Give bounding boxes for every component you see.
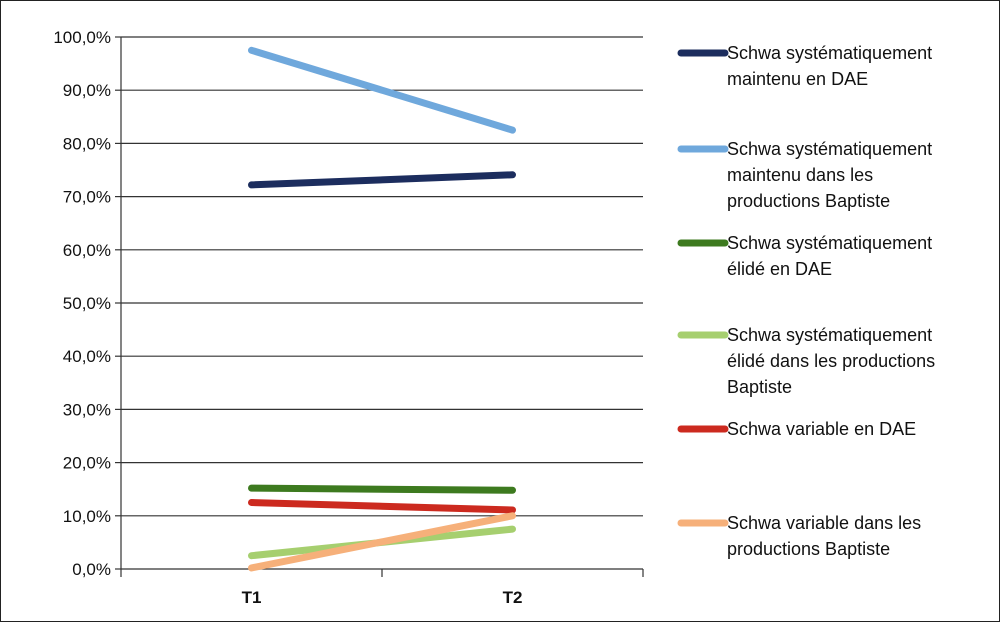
legend-item-3: Schwa systématiquement élidé en DAE (677, 233, 932, 279)
series-line-5 (248, 499, 516, 514)
series-lines (248, 46, 516, 572)
y-tick-label: 80,0% (63, 134, 111, 153)
y-tick-label: 90,0% (63, 81, 111, 100)
y-tick-label: 10,0% (63, 507, 111, 526)
legend-item-2: Schwa systématiquement maintenu dans les p… (677, 139, 932, 211)
legend-label: Schwa systématiquement maintenu en DAE (727, 43, 932, 89)
legend-item-5: Schwa variable en DAE (677, 419, 916, 439)
y-tick-label: 60,0% (63, 241, 111, 260)
y-tick-label: 50,0% (63, 294, 111, 313)
legend-label: Schwa systématiquement maintenu dans les p… (727, 139, 932, 211)
y-tick-label: 20,0% (63, 454, 111, 473)
grid (121, 36, 643, 570)
y-tick-label: 40,0% (63, 347, 111, 366)
legend-label: Schwa systématiquement élidé en DAE (727, 233, 932, 279)
series-line-3 (248, 484, 516, 494)
x-tick-label: T1 (242, 588, 262, 607)
y-tick-label: 100,0% (53, 28, 111, 47)
y-tick-label: 30,0% (63, 400, 111, 419)
legend-label: Schwa variable dans les productions Bapti… (727, 513, 921, 559)
y-tick-label: 70,0% (63, 188, 111, 207)
legend-item-1: Schwa systématiquement maintenu en DAE (677, 43, 932, 89)
x-tick-label: T2 (503, 588, 523, 607)
series-line-1 (248, 171, 516, 189)
series-line-2 (248, 46, 516, 134)
legend-label: Schwa variable en DAE (727, 419, 916, 439)
axes: 0,0% 10,0% 20,0% 30,0% 40,0% 50,0% 60,0% 70,0% 8… (53, 28, 644, 607)
y-tick-label: 0,0% (72, 560, 111, 579)
legend-label: Schwa systématiquement élidé dans les pro… (727, 325, 935, 397)
legend-item-6: Schwa variable dans les productions Bapti… (677, 513, 921, 559)
series-line-6 (248, 512, 516, 572)
legend: Schwa systématiquement maintenu en DAE Sch… (677, 43, 935, 559)
legend-item-4: Schwa systématiquement élidé dans les pro… (677, 325, 935, 397)
